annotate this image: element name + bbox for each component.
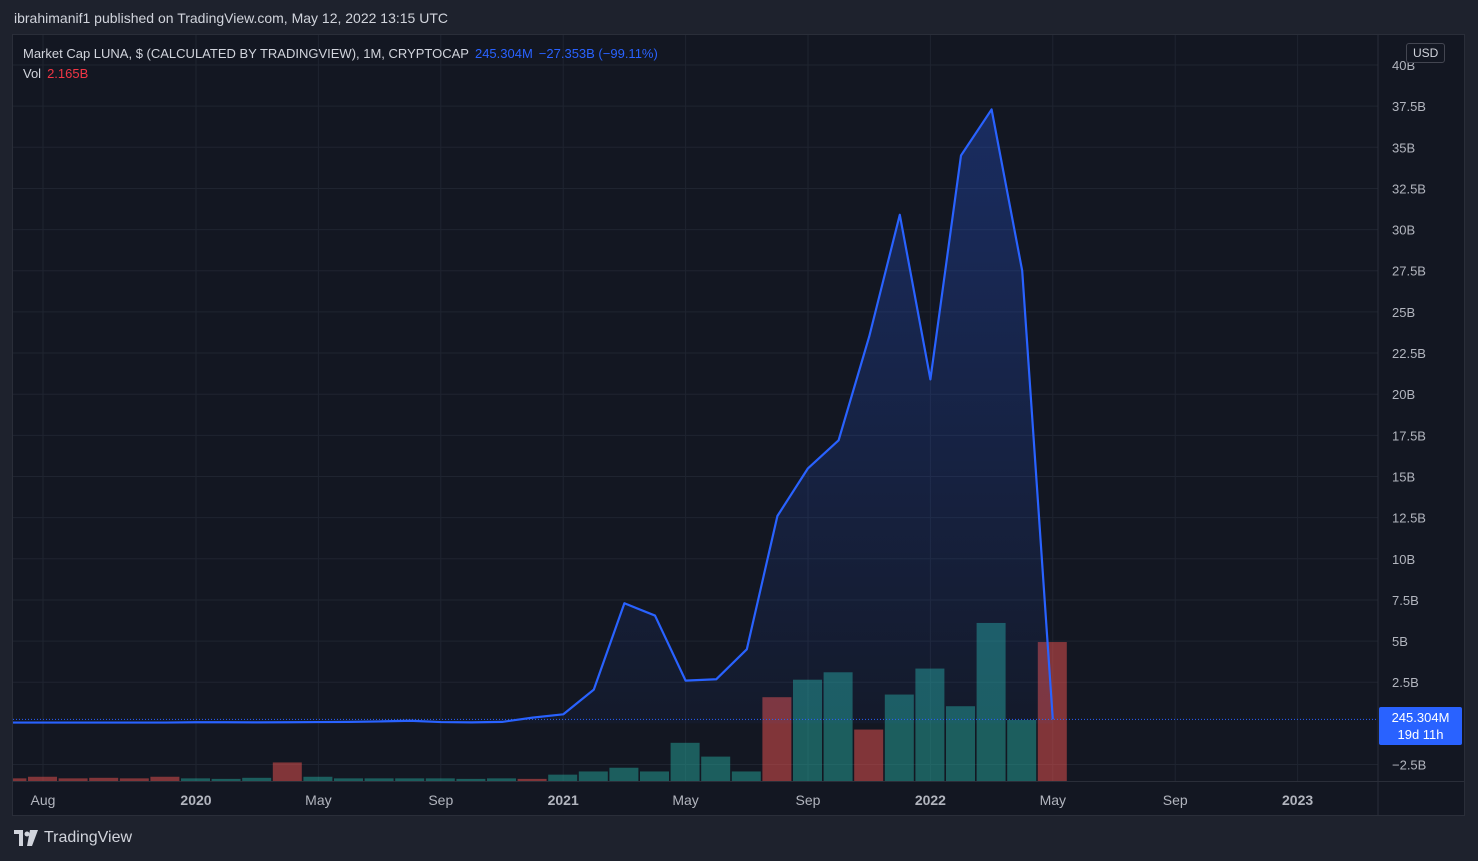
volume-bar (640, 771, 669, 781)
volume-bar (13, 778, 27, 781)
y-tick-label: 35B (1392, 140, 1415, 155)
legend-title: Market Cap LUNA, $ (CALCULATED BY TRADIN… (23, 46, 469, 61)
volume-bar (211, 778, 241, 781)
footer-brand-label: TradingView (44, 829, 133, 846)
last-price-tag: 245.304M 19d 11h (1379, 707, 1462, 745)
x-tick-label: 2022 (915, 792, 946, 808)
volume-bar (517, 778, 547, 781)
x-tick-label: May (1040, 792, 1066, 808)
x-tick-label: 2023 (1282, 792, 1313, 808)
y-tick-label: 37.5B (1392, 99, 1426, 114)
volume-bar (334, 778, 363, 781)
last-price-value: 245.304M (1391, 710, 1450, 725)
volume-bar (303, 776, 333, 781)
y-tick-label: 25B (1392, 305, 1415, 320)
y-tick-label: 2.5B (1392, 675, 1419, 690)
volume-bar (1007, 720, 1037, 781)
x-tick-label: Aug (31, 792, 56, 808)
legend-vol-label: Vol (23, 66, 42, 81)
currency-badge[interactable]: USD (1406, 43, 1446, 63)
legend-change: −27.353B (−99.11%) (538, 46, 658, 61)
x-tick-label: Sep (428, 792, 453, 808)
volume-bar (487, 778, 516, 781)
volume-bar (578, 771, 608, 781)
legend-last-value: 245.304M (474, 46, 533, 61)
x-tick-label: Sep (796, 792, 821, 808)
volume-bar (89, 777, 119, 781)
volume-bar (395, 778, 425, 781)
chart-legend: Market Cap LUNA, $ (CALCULATED BY TRADIN… (23, 46, 658, 81)
volume-bar (150, 776, 180, 781)
x-tick-label: 2020 (180, 792, 211, 808)
y-tick-label: 30B (1392, 223, 1415, 238)
footer-brand[interactable]: TradingView (14, 829, 132, 847)
volume-bar (731, 771, 761, 781)
volume-bar (181, 778, 210, 781)
y-tick-label: 27.5B (1392, 264, 1426, 279)
y-tick-label: 17.5B (1392, 428, 1426, 443)
market-cap-area (13, 109, 1053, 724)
volume-bar (425, 778, 455, 781)
y-tick-label: 10B (1392, 552, 1415, 567)
y-tick-label: 12.5B (1392, 511, 1426, 526)
volume-bar (670, 742, 700, 781)
volume-bar (272, 762, 302, 781)
volume-bar (548, 774, 578, 781)
x-tick-label: May (672, 792, 698, 808)
volume-bar (854, 729, 884, 781)
chart-svg[interactable]: 40B37.5B35B32.5B30B27.5B25B22.5B20B17.5B… (13, 35, 1465, 816)
volume-bar (119, 778, 149, 781)
volume-bar (58, 778, 88, 781)
y-tick-label: 20B (1392, 387, 1415, 402)
x-tick-label: 2021 (548, 792, 579, 808)
volume-bar (609, 767, 639, 781)
y-tick-label: 22.5B (1392, 346, 1426, 361)
y-tick-label: 7.5B (1392, 593, 1419, 608)
x-tick-label: Sep (1163, 792, 1188, 808)
y-tick-label: −2.5B (1392, 758, 1426, 773)
published-caption: ibrahimanif1 published on TradingView.co… (14, 10, 448, 26)
volume-bar (242, 777, 272, 781)
bar-countdown: 19d 11h (1397, 727, 1444, 742)
y-tick-label: 5B (1392, 634, 1408, 649)
chart-pane[interactable]: 40B 37.5B 35B 32.5B 30B 27.5B 25B 22.5B 20B 17.5B… (12, 34, 1465, 816)
volume-bar (364, 778, 394, 781)
volume-bar (701, 756, 731, 781)
volume-bar (28, 776, 57, 781)
y-tick-label: 32.5B (1392, 181, 1426, 196)
tradingview-logo-icon (14, 830, 38, 846)
volume-bar (456, 778, 486, 781)
y-tick-label: 15B (1392, 469, 1415, 484)
legend-vol-value: 2.165B (47, 66, 89, 81)
x-tick-label: May (305, 792, 331, 808)
